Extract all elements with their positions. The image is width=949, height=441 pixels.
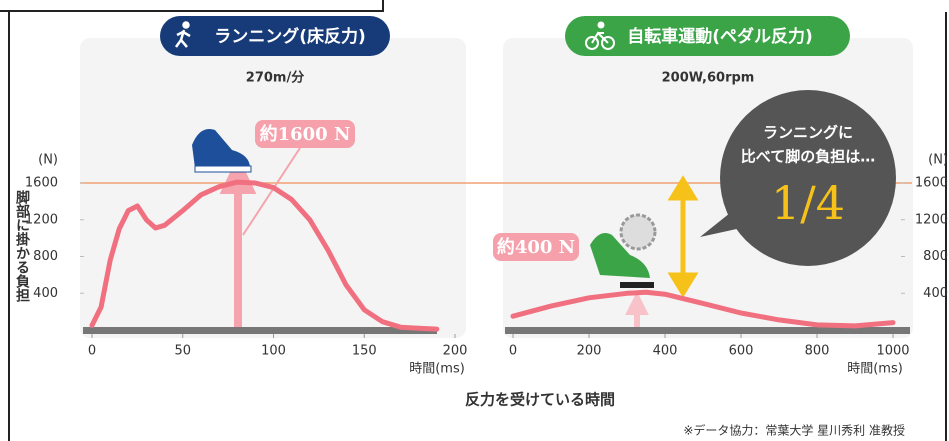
callout-text: ランニングに <box>763 124 853 142</box>
x-axis-label: 時間(ms) <box>847 362 903 377</box>
x-tick-label: 800 <box>805 344 830 359</box>
x-tick-label: 0 <box>88 344 96 359</box>
y-tick-label: 1200 <box>915 212 948 227</box>
x-axis-label: 時間(ms) <box>409 362 465 377</box>
x-tick-label: 600 <box>729 344 754 359</box>
y-tick-label: 400 <box>33 286 58 301</box>
y-axis-label: 脚部に掛かる負担 <box>14 190 30 303</box>
badge-title: 自転車運動(ペダル反力) <box>627 26 813 47</box>
x-tick-label: 200 <box>577 344 602 359</box>
annotation: 約1600 N <box>260 123 351 145</box>
y-tick-label: 800 <box>923 249 948 264</box>
badge-title: ランニング(床反力) <box>214 26 366 47</box>
x-tick-label: 150 <box>352 344 377 359</box>
chart: 反力を受けている時間 ※データ協力：常葉大学 星川秀利 准教授 ランニング(床反… <box>0 0 949 441</box>
callout-text: 比べて脚の負担は… <box>741 148 875 166</box>
y-tick-label: 1600 <box>25 176 58 191</box>
x-tick-label: 200 <box>443 344 468 359</box>
y-unit: (N) <box>928 153 948 168</box>
subtitle: 270m/分 <box>246 70 304 86</box>
baseline <box>83 327 437 334</box>
x-tick-label: 100 <box>261 344 286 359</box>
subtitle: 200W,60rpm <box>662 71 755 86</box>
x-axis-label: 反力を受けている時間 <box>465 391 615 409</box>
y-tick-label: 1600 <box>915 176 948 191</box>
y-unit: (N) <box>38 153 58 168</box>
y-tick-label: 800 <box>33 249 58 264</box>
x-tick-label: 400 <box>653 344 678 359</box>
source-note: ※データ協力：常葉大学 星川秀利 准教授 <box>683 423 905 438</box>
callout-text: 1/4 <box>771 176 845 230</box>
x-tick-label: 0 <box>509 344 517 359</box>
x-tick-label: 50 <box>174 344 191 359</box>
x-tick-label: 1000 <box>876 344 909 359</box>
annotation: 約400 N <box>497 236 575 258</box>
y-tick-label: 400 <box>923 286 948 301</box>
